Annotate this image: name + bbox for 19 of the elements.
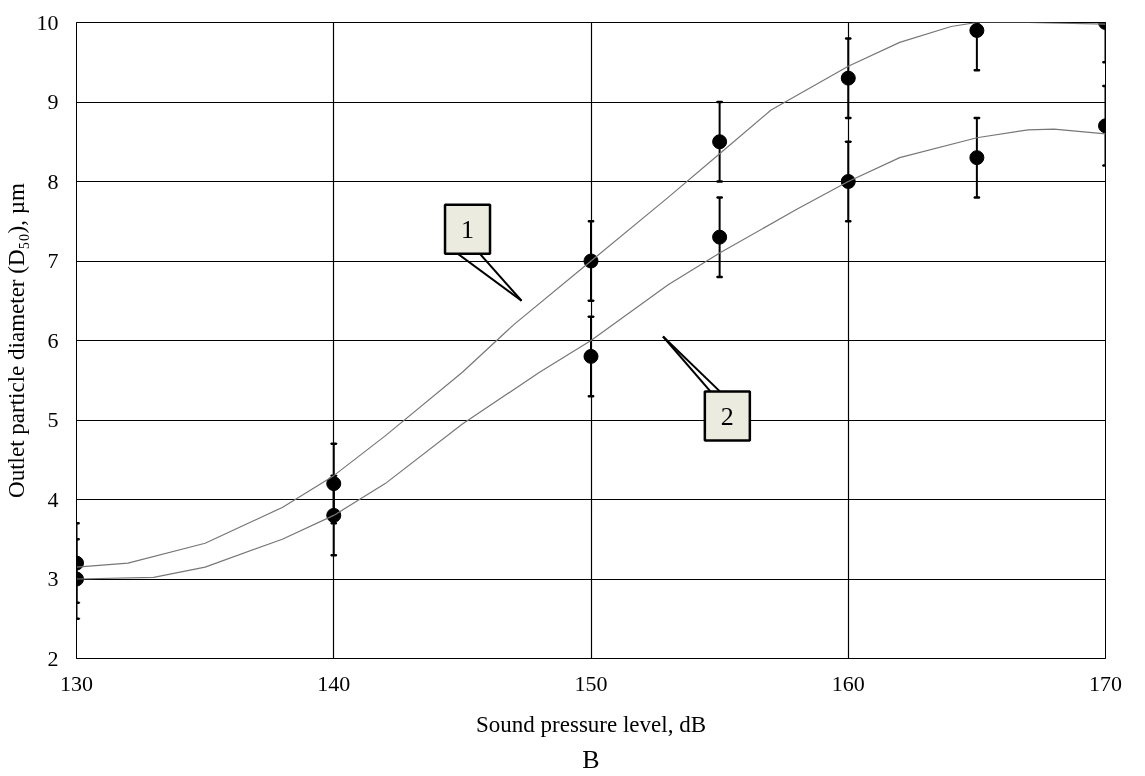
- y-tick-label: 5: [47, 407, 59, 432]
- y-tick-label: 2: [47, 645, 59, 671]
- text: B: [582, 744, 600, 774]
- annotation: 1: [461, 214, 475, 244]
- y-tick-label: 8: [47, 168, 59, 194]
- x-axis-title: Sound pressure level, dB: [476, 711, 706, 737]
- x-tick-label: 170: [1089, 670, 1122, 696]
- y-tick-label: 10: [36, 9, 59, 35]
- y-axis-title: Outlet particle diameter (D₅₀), µm: [3, 183, 29, 498]
- y-tick-label: 9: [47, 89, 59, 114]
- y-tick-label: 7: [47, 248, 59, 273]
- x-tick-label: 160: [831, 670, 865, 696]
- y-tick-label: 6: [47, 327, 59, 353]
- x-tick-label: 150: [574, 670, 608, 696]
- annotation: 2: [720, 401, 734, 431]
- y-tick-label: 3: [47, 566, 59, 591]
- x-tick-label: 130: [60, 670, 93, 696]
- y-tick-label: 4: [47, 486, 59, 512]
- x-tick-label: 140: [317, 670, 351, 696]
